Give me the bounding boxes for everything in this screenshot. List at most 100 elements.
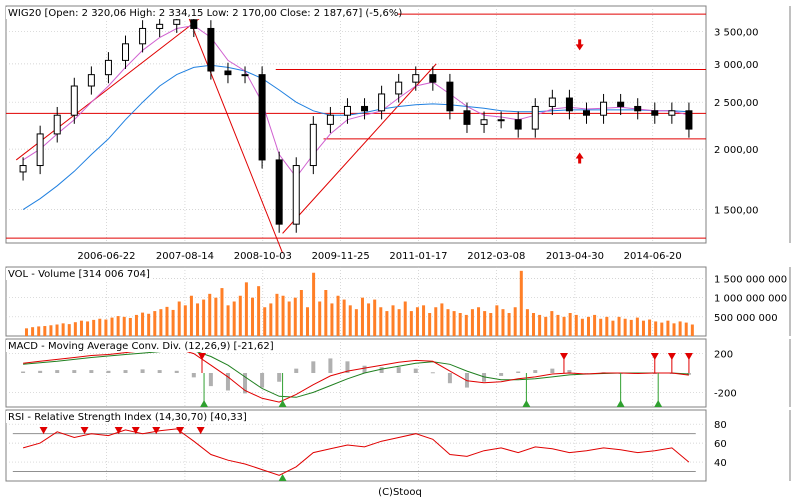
buy-signal-icon — [278, 474, 287, 481]
volume-bar — [562, 316, 566, 336]
volume-bar — [159, 309, 163, 336]
volume-bar — [599, 318, 603, 336]
volume-bar — [550, 311, 554, 336]
volume-bar — [134, 314, 138, 336]
macd-histogram-bar — [311, 361, 316, 373]
x-tick-label: 2008-10-03 — [234, 251, 292, 262]
macd-histogram-bar — [294, 368, 299, 373]
price-candle — [122, 43, 130, 61]
volume-bar — [147, 313, 151, 336]
price-trendline-2 — [282, 63, 437, 234]
macd-histogram-bar — [89, 370, 94, 373]
volume-bar — [220, 288, 224, 336]
volume-bar — [678, 321, 682, 336]
volume-bar — [519, 270, 523, 336]
price-y-tick-label: 1 500,00 — [714, 206, 759, 217]
volume-bar — [232, 301, 236, 336]
volume-bar — [501, 309, 505, 336]
price-candle — [565, 97, 573, 112]
volume-bar — [61, 323, 65, 336]
macd-histogram-bar — [328, 358, 333, 373]
volume-bar — [556, 314, 560, 336]
volume-bar — [434, 307, 438, 336]
volume-bar — [293, 297, 297, 336]
volume-bar — [202, 299, 206, 336]
volume-bar — [593, 314, 597, 336]
price-panel-title: WIG20 [Open: 2 320,06 High: 2 334,15 Low… — [8, 8, 402, 19]
macd-histogram-bar — [550, 368, 555, 373]
volume-bar — [49, 325, 53, 336]
rsi-y-tick-label: 40 — [714, 458, 727, 469]
volume-bar — [275, 293, 279, 336]
price-candle — [241, 74, 249, 77]
volume-bar — [605, 316, 609, 336]
price-candle — [429, 74, 437, 83]
volume-bar — [611, 320, 615, 336]
volume-bar — [684, 322, 688, 336]
macd-y-tick-label: 200 — [714, 350, 733, 361]
macd-histogram-bar — [55, 370, 60, 373]
price-candle — [343, 105, 351, 116]
price-candle — [275, 159, 283, 225]
price-ma-short-line — [22, 24, 690, 179]
price-candle — [361, 105, 369, 112]
sell-signal-icon — [152, 427, 161, 434]
price-trendline-0 — [15, 18, 200, 161]
volume-bar — [305, 307, 309, 336]
volume-bar — [477, 307, 481, 336]
volume-bar — [238, 295, 242, 336]
price-candle — [548, 97, 556, 107]
volume-bar — [269, 303, 273, 336]
price-candle — [395, 81, 403, 95]
price-y-tick-label: 3 000,00 — [714, 60, 759, 71]
sell-signal-icon — [176, 427, 185, 434]
price-candle — [600, 101, 608, 116]
buy-signal-icon — [654, 400, 663, 407]
volume-bar — [24, 328, 28, 336]
volume-bar — [483, 311, 487, 336]
volume-bar — [586, 316, 590, 336]
price-candle — [668, 110, 676, 116]
volume-panel-title: VOL - Volume [314 006 704] — [8, 269, 150, 280]
rsi-title-bg — [6, 411, 274, 423]
volume-bar — [452, 311, 456, 336]
x-tick-label: 2011-01-17 — [389, 251, 447, 262]
volume-bar — [428, 313, 432, 336]
volume-bar — [153, 311, 157, 336]
sell-signal-icon — [684, 353, 693, 360]
macd-histogram-bar — [140, 369, 145, 373]
price-candle — [70, 85, 78, 116]
volume-bar — [257, 286, 261, 336]
macd-histogram-bar — [499, 373, 504, 376]
volume-bar — [666, 320, 670, 336]
macd-histogram-bar — [516, 371, 521, 373]
price-candle — [685, 110, 693, 130]
price-y-tick-label: 2 000,00 — [714, 145, 759, 156]
volume-bar — [226, 305, 230, 336]
volume-bar — [37, 326, 41, 336]
volume-bar — [31, 327, 35, 336]
macd-histogram-bar — [686, 373, 691, 375]
sell-signal-icon — [650, 353, 659, 360]
sell-signal-icon — [131, 427, 140, 434]
down-arrow-icon — [575, 39, 584, 51]
price-candle — [531, 105, 539, 130]
volume-bar — [183, 305, 187, 336]
volume-bar — [281, 295, 285, 336]
price-candle — [190, 19, 198, 29]
volume-bar — [391, 305, 395, 336]
volume-bar — [623, 318, 627, 336]
volume-bar — [440, 303, 444, 336]
price-candle — [156, 23, 164, 29]
sell-signal-icon — [198, 353, 206, 360]
volume-bar — [635, 317, 639, 336]
price-candle — [480, 119, 488, 125]
volume-bar — [122, 316, 126, 336]
volume-bar — [263, 307, 267, 336]
price-candle — [497, 119, 505, 122]
volume-bar — [654, 321, 658, 336]
volume-bar — [104, 319, 108, 336]
volume-bar — [177, 301, 181, 336]
price-candle — [224, 70, 232, 76]
